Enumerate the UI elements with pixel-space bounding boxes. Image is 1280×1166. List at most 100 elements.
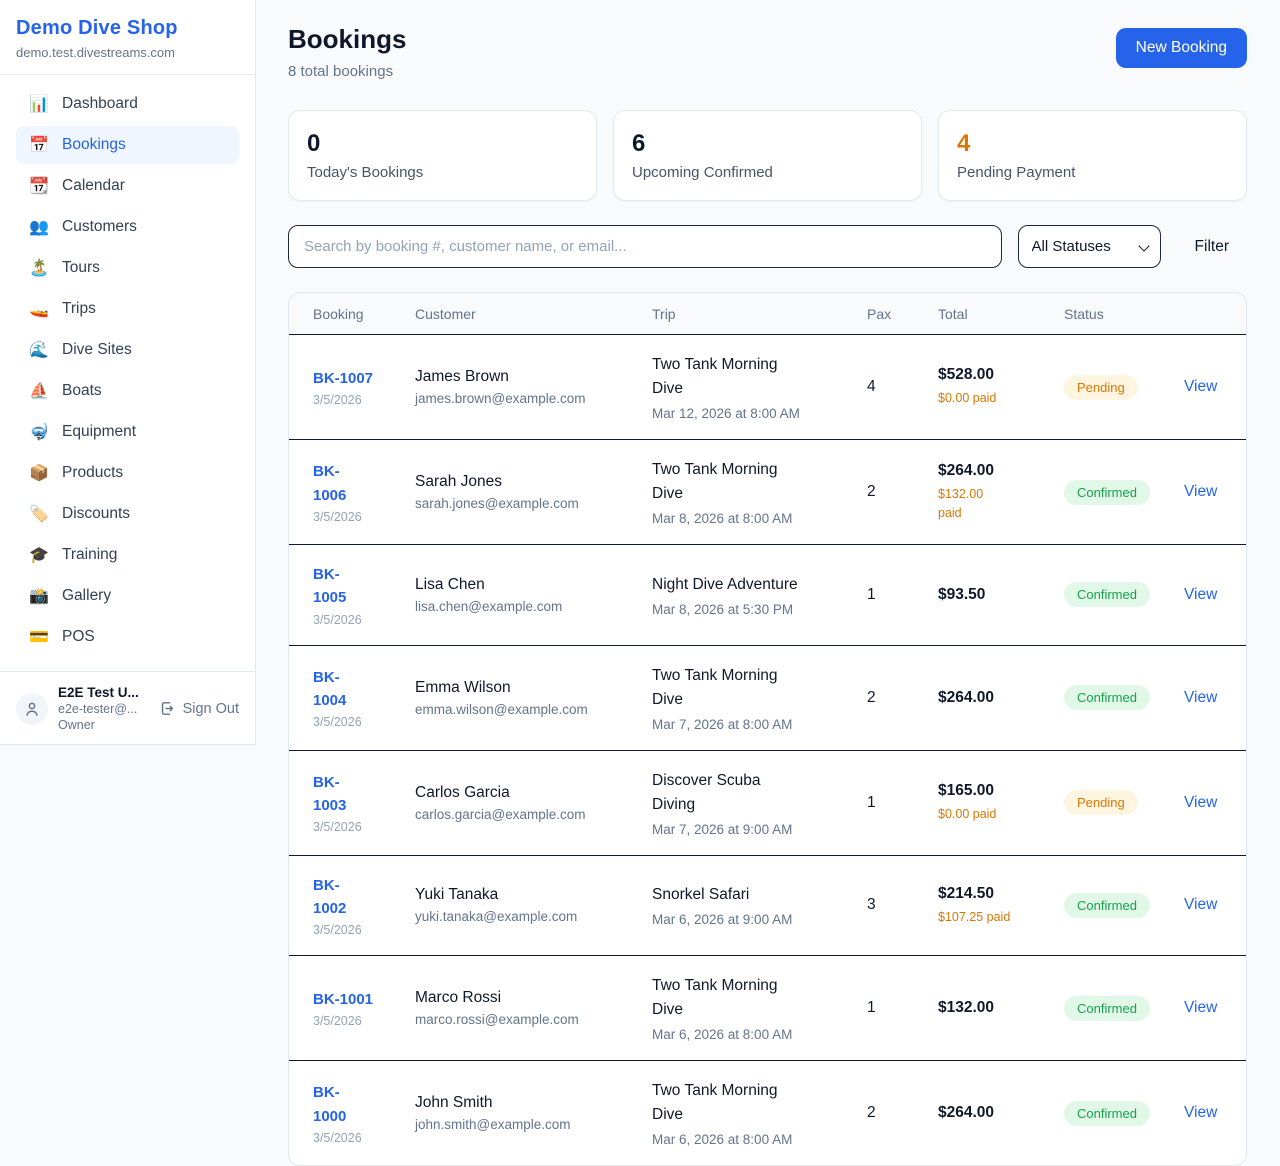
trip-datetime: Mar 6, 2026 at 8:00 AM (652, 1132, 793, 1148)
status-badge: Confirmed (1064, 479, 1150, 505)
actions-cell: View (1170, 439, 1246, 546)
stat-card-pending-payment: 4 Pending Payment (938, 110, 1247, 201)
nav-item-label: Products (62, 464, 124, 481)
view-link[interactable]: View (1184, 585, 1218, 603)
view-link[interactable]: View (1184, 688, 1218, 706)
sidebar-item-customers[interactable]: 👥 Customers (16, 208, 239, 246)
trip-datetime: Mar 6, 2026 at 9:00 AM (652, 912, 793, 928)
customer-email: james.brown@example.com (415, 391, 586, 407)
filter-button[interactable]: Filter (1177, 238, 1247, 256)
sidebar-item-tours[interactable]: 🏝️ Tours (16, 249, 239, 287)
customer-cell: Carlos Garcia carlos.garcia@example.com (401, 750, 638, 856)
trip-name: Two Tank Morning Dive (652, 461, 778, 503)
booking-number-link[interactable]: BK- 1003 (313, 773, 347, 815)
bookings-table-card: Booking Customer Trip Pax Total Status B… (288, 292, 1247, 1166)
page-title: Bookings (288, 24, 407, 54)
trip-name: Two Tank Morning Dive (652, 977, 778, 1019)
booking-number-link[interactable]: BK- 1005 (313, 566, 347, 607)
view-link[interactable]: View (1184, 1104, 1218, 1122)
pax-value: 2 (867, 1104, 876, 1122)
status-badge: Confirmed (1064, 582, 1150, 608)
amount-paid: $0.00 paid (938, 391, 997, 406)
search-input[interactable] (288, 225, 1002, 268)
customer-email: marco.rossi@example.com (415, 1012, 579, 1028)
calendar-icon: 📅 (29, 137, 49, 154)
customer-name: Carlos Garcia (415, 783, 510, 801)
trip-cell: Two Tank Morning Dive Mar 6, 2026 at 8:0… (638, 955, 853, 1062)
pax-value: 1 (867, 999, 876, 1017)
sidebar-item-gallery[interactable]: 📸 Gallery (16, 577, 239, 615)
trip-cell: Night Dive Adventure Mar 8, 2026 at 5:30… (638, 544, 853, 646)
booking-date: 3/5/2026 (313, 612, 362, 627)
booking-number-link[interactable]: BK-1007 (313, 369, 374, 387)
status-cell: Confirmed (1050, 544, 1170, 646)
sidebar-item-trips[interactable]: 🚤 Trips (16, 290, 239, 328)
bookings-table: Booking Customer Trip Pax Total Status B… (289, 293, 1246, 1166)
pax-value: 4 (867, 378, 876, 396)
customer-email: yuki.tanaka@example.com (415, 909, 578, 925)
trip-datetime: Mar 8, 2026 at 8:00 AM (652, 511, 793, 527)
booking-cell: BK-1001 3/5/2026 (289, 955, 401, 1062)
stat-label: Today's Bookings (307, 164, 424, 181)
sidebar-nav: 📊 Dashboard 📅 Bookings 📆 Calendar 👥 Cust… (0, 75, 255, 671)
sidebar-item-bookings[interactable]: 📅 Bookings (16, 126, 239, 164)
people-icon: 👥 (29, 219, 49, 236)
trip-cell: Two Tank Morning Dive Mar 12, 2026 at 8:… (638, 334, 853, 441)
main-content: Bookings 8 total bookings New Booking 0 … (256, 0, 1280, 1166)
booking-number-link[interactable]: BK- 1002 (313, 876, 347, 917)
booking-number-link[interactable]: BK- 1004 (313, 668, 347, 710)
total-cell: $214.50 $107.25 paid (924, 855, 1050, 957)
col-header-booking: Booking (289, 293, 401, 335)
nav-item-label: Tours (62, 259, 100, 276)
customer-email: carlos.garcia@example.com (415, 806, 586, 822)
sidebar-item-dashboard[interactable]: 📊 Dashboard (16, 85, 239, 123)
view-link[interactable]: View (1184, 999, 1218, 1017)
sign-out-button[interactable]: Sign Out (159, 700, 239, 717)
pax-cell: 1 (853, 750, 924, 856)
amount-paid: $107.25 paid (938, 909, 1011, 924)
table-row: BK-1007 3/5/2026 James Brown james.brown… (289, 334, 1246, 441)
nav-item-label: Dive Sites (62, 341, 132, 358)
sidebar-item-calendar[interactable]: 📆 Calendar (16, 167, 239, 205)
customer-name: Lisa Chen (415, 575, 485, 593)
sidebar-item-training[interactable]: 🎓 Training (16, 536, 239, 574)
customer-cell: Sarah Jones sarah.jones@example.com (401, 439, 638, 546)
total-cell: $264.00 $132.00 paid (924, 439, 1050, 546)
sidebar-item-dive-sites[interactable]: 🌊 Dive Sites (16, 331, 239, 369)
bar-chart-icon: 📊 (29, 96, 49, 113)
tearoff-calendar-icon: 📆 (29, 178, 49, 195)
trip-datetime: Mar 8, 2026 at 5:30 PM (652, 601, 794, 617)
booking-cell: BK-1007 3/5/2026 (289, 334, 401, 441)
booking-number-link[interactable]: BK-1001 (313, 991, 374, 1009)
customer-name: Marco Rossi (415, 989, 502, 1007)
sidebar-item-products[interactable]: 📦 Products (16, 454, 239, 492)
view-link[interactable]: View (1184, 483, 1218, 501)
package-icon: 📦 (29, 465, 49, 482)
view-link[interactable]: View (1184, 378, 1218, 396)
booking-number-link[interactable]: BK- 1000 (313, 1084, 347, 1125)
table-row: BK- 1002 3/5/2026 Yuki Tanaka yuki.tanak… (289, 855, 1246, 957)
new-booking-button[interactable]: New Booking (1115, 28, 1247, 68)
wave-icon: 🌊 (29, 342, 49, 359)
customer-name: Sarah Jones (415, 473, 503, 491)
sidebar-item-boats[interactable]: ⛵ Boats (16, 372, 239, 410)
booking-cell: BK- 1003 3/5/2026 (289, 750, 401, 856)
sidebar-item-discounts[interactable]: 🏷️ Discounts (16, 495, 239, 533)
booking-cell: BK- 1000 3/5/2026 (289, 1061, 401, 1166)
sidebar-item-pos[interactable]: 💳 POS (16, 618, 239, 656)
page-header-text: Bookings 8 total bookings (288, 24, 406, 80)
pax-cell: 2 (853, 1061, 924, 1166)
booking-number-link[interactable]: BK- 1006 (313, 463, 347, 504)
booking-date: 3/5/2026 (313, 393, 362, 408)
col-header-status: Status (1050, 293, 1170, 335)
total-amount: $93.50 (938, 585, 986, 603)
total-cell: $132.00 (924, 955, 1050, 1062)
nav-item-label: Gallery (62, 587, 112, 604)
sidebar-item-equipment[interactable]: 🤿 Equipment (16, 413, 239, 451)
trip-cell: Snorkel Safari Mar 6, 2026 at 9:00 AM (638, 855, 853, 957)
status-cell: Pending (1050, 750, 1170, 856)
status-filter-select[interactable]: All Statuses (1017, 225, 1161, 268)
view-link[interactable]: View (1184, 793, 1218, 811)
total-cell: $93.50 (924, 544, 1050, 646)
view-link[interactable]: View (1184, 896, 1218, 914)
